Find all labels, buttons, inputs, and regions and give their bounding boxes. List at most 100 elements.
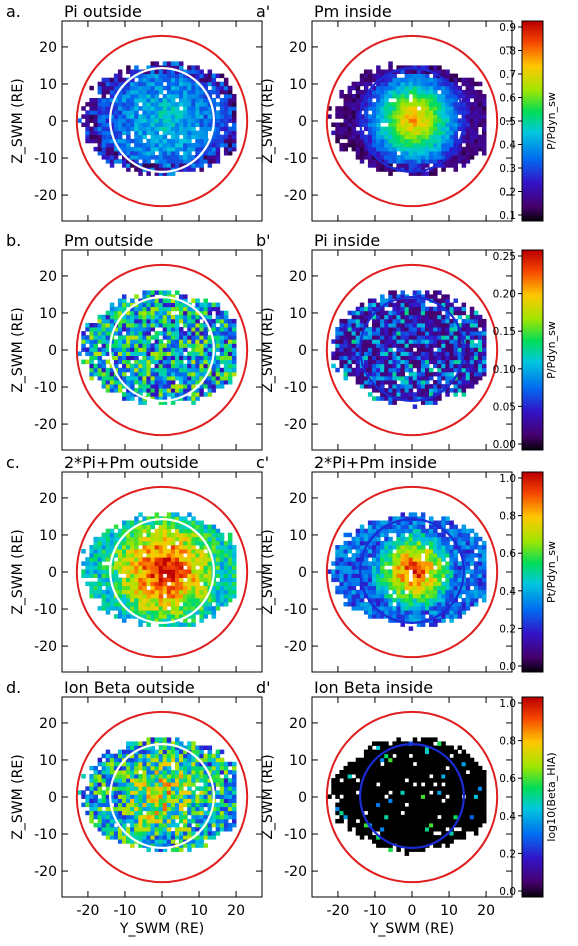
heatmap-cell (142, 375, 147, 381)
heatmap-cell (461, 375, 467, 381)
heatmap-cell (404, 610, 410, 615)
heatmap-cell (122, 351, 127, 356)
heatmap-cell (93, 581, 98, 587)
heatmap-cell (408, 85, 414, 91)
heatmap-cell (146, 126, 151, 132)
heatmap-cell (445, 138, 450, 144)
heatmap-cell (429, 589, 434, 595)
heatmap-cell (449, 155, 454, 160)
heatmap-cell (134, 94, 139, 99)
heatmap-cell (138, 375, 143, 381)
heatmap-cell (404, 351, 410, 356)
heatmap-cell (158, 400, 164, 405)
heatmap-cell (376, 347, 381, 352)
heatmap-cell (380, 323, 385, 328)
heatmap-cell (339, 545, 344, 550)
heatmap-cell (166, 573, 172, 578)
heatmap-cell (191, 314, 196, 320)
heatmap-cell (469, 118, 475, 123)
heatmap-cell (166, 536, 172, 542)
heatmap-cell (130, 98, 135, 103)
heatmap-cell (376, 339, 381, 344)
heatmap-cell (400, 298, 405, 303)
heatmap-cell (179, 343, 184, 348)
heatmap-cell (191, 593, 196, 599)
heatmap-cell (187, 549, 192, 554)
y-axis-label: Z_SWM (RE) (260, 78, 276, 163)
heatmap-cell (465, 102, 471, 107)
heatmap-cell (461, 106, 467, 111)
heatmap-cell (109, 85, 115, 91)
heatmap-cell (482, 151, 487, 156)
heatmap-cell (170, 532, 176, 538)
heatmap-cell (154, 134, 160, 140)
heatmap-cell (396, 130, 401, 136)
heatmap-cell (187, 163, 192, 168)
heatmap-cell (453, 577, 458, 583)
heatmap-cell (351, 110, 357, 115)
heatmap-cell (416, 606, 422, 611)
heatmap-cell (400, 290, 405, 295)
heatmap-cell (232, 102, 237, 107)
heatmap-cell (223, 110, 229, 115)
heatmap-cell (412, 561, 418, 566)
heatmap-cell (179, 327, 184, 332)
heatmap-cell (232, 545, 237, 550)
heatmap-cell (449, 110, 454, 115)
heatmap-cell (134, 520, 139, 525)
heatmap-cell (404, 89, 410, 95)
heatmap-cell (158, 310, 164, 316)
heatmap-cell (412, 323, 418, 328)
heatmap-cell (170, 314, 176, 320)
heatmap-cell (339, 318, 344, 324)
heatmap-cell (166, 155, 172, 160)
heatmap-cell (441, 565, 446, 570)
y-tick-label: -10 (284, 380, 307, 396)
heatmap-cell (113, 306, 119, 312)
heatmap-cell (158, 553, 164, 558)
heatmap-cell (347, 585, 353, 591)
heatmap-cell (380, 114, 385, 119)
heatmap-cell (461, 388, 467, 393)
heatmap-cell (359, 371, 365, 377)
heatmap-cell (154, 142, 160, 148)
heatmap-cell (122, 593, 127, 599)
heatmap-cell (408, 359, 414, 365)
heatmap-cell (146, 102, 151, 107)
heatmap-cell (138, 569, 143, 574)
heatmap-cell (207, 339, 213, 344)
heatmap-cell (420, 614, 426, 619)
heatmap-cell (138, 528, 143, 534)
heatmap-cell (166, 363, 172, 369)
heatmap-cell (85, 335, 90, 340)
heatmap-cell (408, 146, 414, 152)
heatmap-cell (191, 396, 196, 401)
heatmap-cell (392, 597, 397, 603)
heatmap-cell (138, 602, 143, 607)
heatmap-cell (372, 557, 377, 562)
heatmap-cell (449, 159, 454, 164)
heatmap-cell (126, 142, 131, 148)
heatmap-cell (146, 106, 151, 111)
heatmap-cell (117, 310, 123, 316)
heatmap-cell (400, 94, 405, 99)
heatmap-cell (380, 146, 385, 152)
heatmap-cell (183, 532, 188, 538)
heatmap-cell (154, 565, 160, 570)
heatmap-cell (150, 540, 155, 546)
heatmap-cell (441, 167, 446, 172)
heatmap-cell (219, 351, 225, 356)
heatmap-cell (146, 294, 151, 299)
heatmap-cell (81, 114, 86, 119)
heatmap-cell (227, 569, 233, 574)
heatmap-cell (175, 585, 180, 591)
heatmap-cell (138, 126, 143, 132)
heatmap-cell (130, 106, 135, 111)
heatmap-cell (215, 94, 221, 99)
heatmap-cell (146, 610, 151, 615)
heatmap-cell (146, 318, 151, 324)
heatmap-cell (408, 363, 414, 369)
heatmap-cell (154, 94, 160, 99)
heatmap-cell (179, 126, 184, 132)
heatmap-cell (134, 118, 139, 123)
